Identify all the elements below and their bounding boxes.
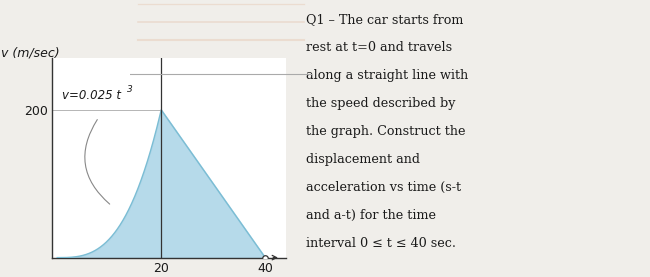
Text: the speed described by: the speed described by xyxy=(306,97,455,110)
Text: along a straight line with: along a straight line with xyxy=(306,69,468,82)
Text: displacement and: displacement and xyxy=(306,153,419,166)
Text: Q1 – The car starts from: Q1 – The car starts from xyxy=(306,14,463,27)
Text: v (m/sec): v (m/sec) xyxy=(1,46,59,59)
Text: and a-t) for the time: and a-t) for the time xyxy=(306,209,436,222)
Text: 3: 3 xyxy=(127,85,133,94)
Text: v=0.025 t: v=0.025 t xyxy=(62,89,122,102)
Text: rest at t=0 and travels: rest at t=0 and travels xyxy=(306,42,452,55)
Text: interval 0 ≤ t ≤ 40 sec.: interval 0 ≤ t ≤ 40 sec. xyxy=(306,237,456,250)
Text: the graph. Construct the: the graph. Construct the xyxy=(306,125,465,138)
Text: acceleration vs time (s-t: acceleration vs time (s-t xyxy=(306,181,461,194)
